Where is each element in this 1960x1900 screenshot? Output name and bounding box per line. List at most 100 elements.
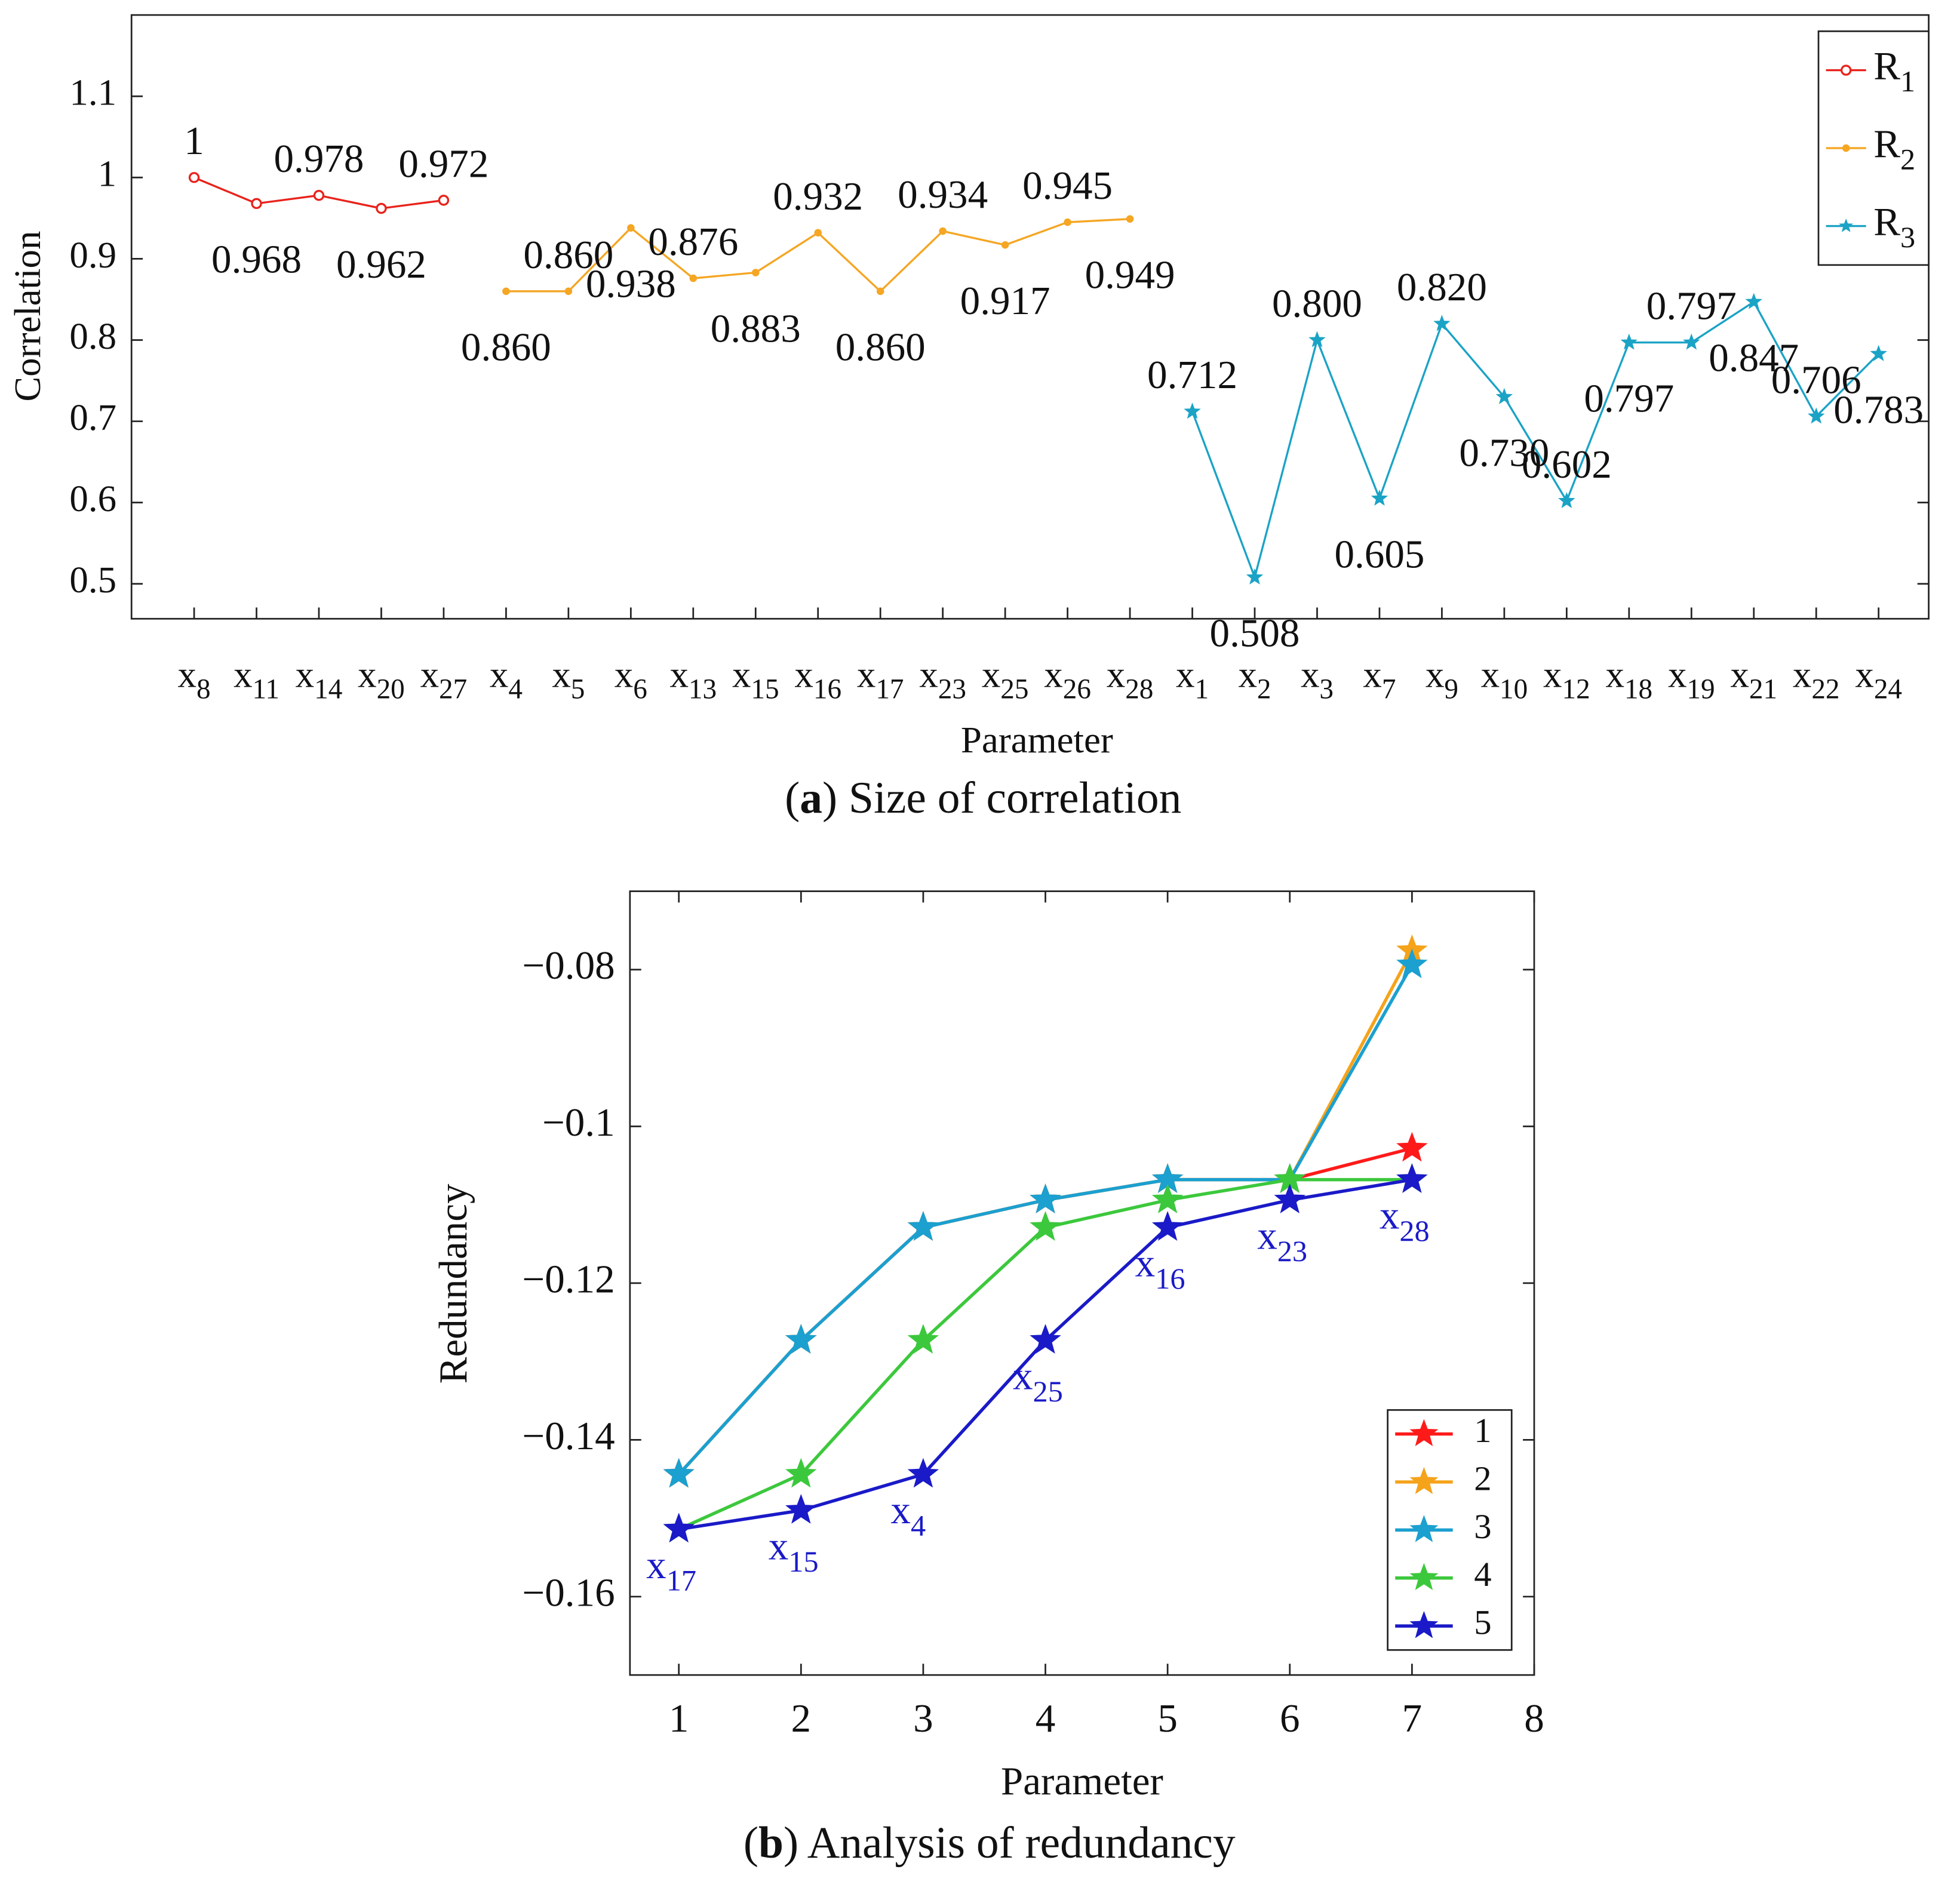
legend-label: 1 [1474, 1411, 1491, 1450]
data-label: 0.712 [1147, 352, 1237, 397]
data-label: 0.860 [523, 232, 613, 277]
y-tick-label: −0.12 [522, 1256, 615, 1301]
y-axis-label: Redundancy [431, 1183, 475, 1384]
data-label: 0.934 [898, 172, 988, 217]
caption: (a) Size of correlation [785, 773, 1181, 823]
x-tick-label: x4 [490, 654, 523, 705]
x-tick-label: x14 [296, 654, 343, 705]
data-label: 0.730 [1459, 431, 1549, 475]
data-label: 0.797 [1584, 376, 1674, 420]
marker [1308, 331, 1326, 348]
x-tick-label: 8 [1524, 1696, 1544, 1741]
marker [907, 1324, 939, 1354]
point-label: x16 [1135, 1241, 1185, 1295]
marker [1151, 1183, 1184, 1214]
data-label: 0.883 [711, 306, 801, 351]
y-tick-label: −0.14 [522, 1413, 615, 1458]
marker [1246, 568, 1264, 585]
x-tick-label: x12 [1543, 654, 1590, 705]
x-tick-label: x3 [1301, 654, 1334, 705]
x-tick-label: x2 [1238, 654, 1271, 705]
x-tick-label: x24 [1855, 654, 1902, 705]
point-label: x23 [1257, 1213, 1307, 1268]
data-label: 0.860 [461, 325, 551, 370]
data-label: 0.962 [336, 242, 426, 287]
marker [785, 1494, 817, 1524]
marker [1807, 407, 1825, 424]
x-axis-label: Parameter [1001, 1758, 1163, 1803]
x-tick-label: x21 [1730, 654, 1777, 705]
plot-frame [130, 14, 1930, 620]
marker [313, 190, 325, 201]
marker [564, 287, 573, 296]
marker [1030, 1211, 1061, 1241]
marker [814, 229, 822, 237]
marker [1184, 402, 1201, 419]
data-label: 0.847 [1709, 335, 1799, 380]
x-tick-label: 5 [1157, 1696, 1178, 1741]
legend-marker [1409, 1611, 1439, 1638]
marker [1396, 1163, 1428, 1193]
x-tick-label: 2 [791, 1696, 812, 1741]
x-tick-label: 1 [669, 1696, 689, 1741]
marker [1495, 388, 1513, 404]
x-tick-label: x11 [234, 654, 279, 705]
marker [251, 198, 262, 210]
x-tick-label: x28 [1107, 654, 1154, 705]
x-tick-label: x19 [1668, 654, 1715, 705]
x-tick-label: x6 [615, 654, 647, 705]
marker [1433, 315, 1451, 331]
marker [751, 269, 760, 276]
data-label: 0.508 [1210, 611, 1300, 656]
legend-label: R3 [1873, 199, 1915, 254]
marker [376, 202, 387, 214]
x-tick-label: x20 [358, 654, 405, 705]
marker [438, 195, 450, 206]
y-tick-label: −0.16 [522, 1570, 615, 1615]
data-label: 0.949 [1085, 253, 1175, 297]
x-tick-label: x25 [982, 654, 1029, 705]
data-label: 0.820 [1397, 265, 1487, 309]
legend-label: R2 [1873, 122, 1915, 176]
legend-label: 5 [1474, 1603, 1491, 1642]
legend-label: 4 [1474, 1555, 1491, 1594]
point-label: x15 [769, 1524, 819, 1578]
x-tick-label: x13 [669, 654, 717, 705]
x-tick-label: x23 [919, 654, 966, 705]
marker [907, 1211, 939, 1241]
data-label: 0.706 [1771, 357, 1861, 402]
x-axis-label: Parameter [961, 719, 1113, 761]
marker [785, 1458, 817, 1488]
y-tick-label: −0.08 [522, 943, 615, 988]
y-tick-label: 0.5 [69, 559, 116, 601]
x-tick-label: x18 [1606, 654, 1653, 705]
marker [1274, 1183, 1305, 1214]
marker [502, 287, 510, 296]
x-tick-label: 7 [1402, 1696, 1423, 1741]
data-label: 0.602 [1522, 442, 1612, 487]
x-tick-label: 3 [913, 1696, 933, 1741]
legend-marker [1409, 1466, 1439, 1495]
point-label: x25 [1013, 1354, 1063, 1408]
legend-label: 2 [1474, 1459, 1491, 1498]
y-tick-label: 0.7 [69, 396, 116, 438]
marker [1870, 345, 1887, 361]
marker [1371, 489, 1388, 506]
y-tick-label: 0.9 [69, 234, 116, 276]
legend-marker [1840, 64, 1852, 76]
marker [1396, 1132, 1428, 1162]
x-tick-label: x7 [1363, 654, 1396, 705]
marker [1064, 218, 1071, 226]
data-label: 1 [184, 118, 204, 163]
marker [188, 172, 200, 183]
marker [907, 1458, 939, 1488]
marker [1151, 1211, 1184, 1241]
legend-marker [1409, 1563, 1439, 1591]
marker [1030, 1324, 1061, 1354]
y-axis-label: Correlation [7, 231, 48, 402]
y-tick-label: −0.1 [542, 1100, 615, 1145]
x-tick-label: x8 [178, 654, 211, 705]
x-tick-label: x1 [1176, 654, 1209, 705]
marker [627, 224, 635, 232]
